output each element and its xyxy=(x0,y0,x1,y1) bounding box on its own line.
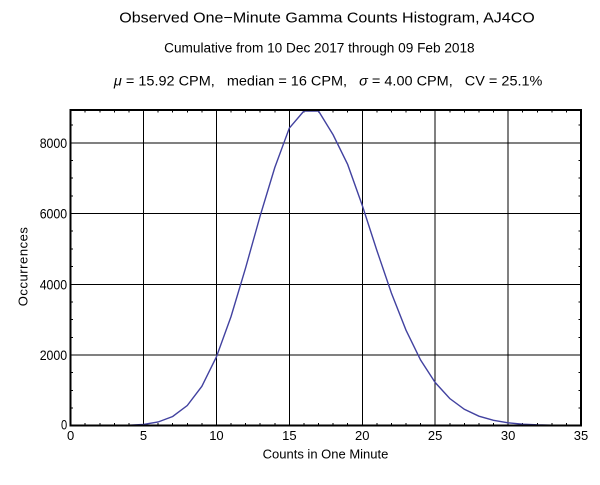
svg-text:35: 35 xyxy=(574,428,588,443)
svg-text:Occurrences: Occurrences xyxy=(15,227,30,307)
svg-text:4000: 4000 xyxy=(40,276,68,292)
svg-text:10: 10 xyxy=(209,428,223,443)
svg-text:5: 5 xyxy=(140,428,147,443)
svg-text:8000: 8000 xyxy=(40,135,68,151)
svg-text:30: 30 xyxy=(501,428,515,443)
svg-text:6000: 6000 xyxy=(40,206,68,222)
svg-text:0: 0 xyxy=(61,416,67,432)
svg-text:15: 15 xyxy=(282,428,296,443)
svg-text:Counts in One Minute: Counts in One Minute xyxy=(263,446,389,461)
svg-text:Cumulative from 10 Dec 2017 th: Cumulative from 10 Dec 2017 through 09 F… xyxy=(164,40,475,55)
svg-text:0: 0 xyxy=(67,428,74,443)
svg-text:μ = 15.92 CPM, median = 16 C: μ = 15.92 CPM, median = 16 CPM, σ = 4.00… xyxy=(113,73,543,88)
svg-text:2000: 2000 xyxy=(40,347,68,363)
svg-text:25: 25 xyxy=(428,428,442,443)
svg-text:20: 20 xyxy=(355,428,369,443)
svg-text:Observed One−Minute Gamma Coun: Observed One−Minute Gamma Counts Histogr… xyxy=(119,10,535,27)
